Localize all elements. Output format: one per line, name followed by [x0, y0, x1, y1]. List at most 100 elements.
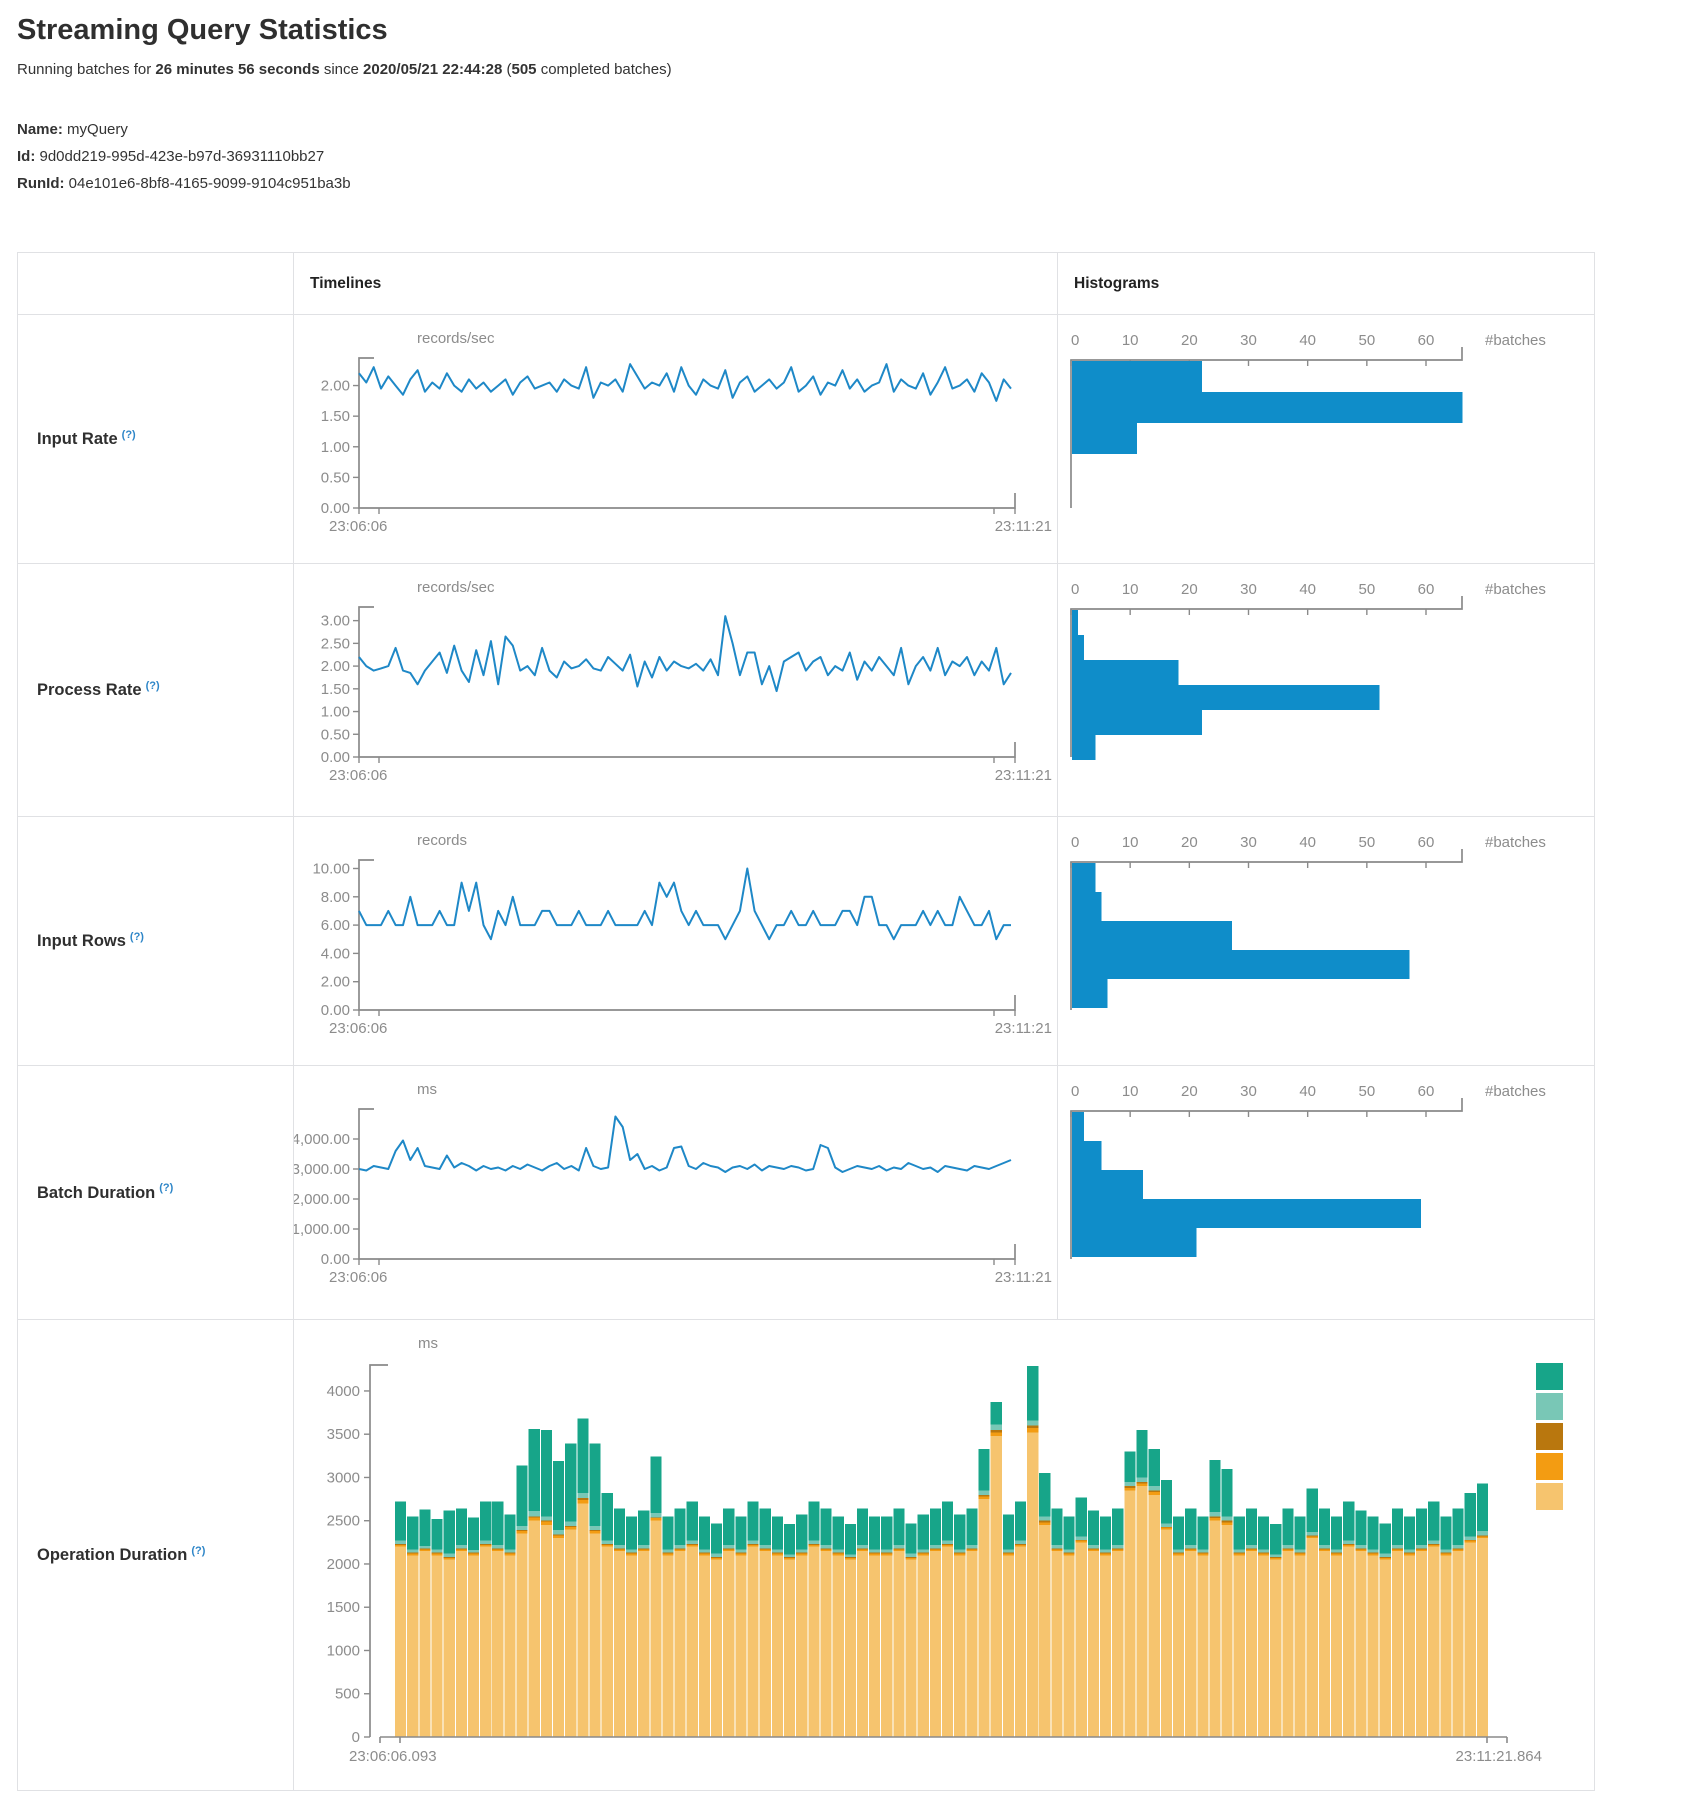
stacked-bar-segment — [1209, 1518, 1221, 1521]
stacked-bar-segment — [1270, 1557, 1282, 1560]
legend-swatch-orange — [1536, 1453, 1563, 1480]
stacked-bar-segment — [1306, 1536, 1318, 1539]
help-icon-input-rows[interactable]: (?) — [129, 930, 144, 943]
svg-text:1.00: 1.00 — [321, 704, 350, 721]
stacked-bar-segment — [1185, 1508, 1197, 1545]
stacked-bar-segment — [407, 1552, 419, 1554]
stacked-bar-segment — [1027, 1425, 1039, 1429]
completed-batches-count: 505 — [511, 61, 537, 78]
stacked-bar-segment — [796, 1552, 808, 1554]
help-icon-process-rate[interactable]: (?) — [145, 679, 160, 692]
stacked-bar-segment — [1124, 1487, 1136, 1491]
stacked-bar-segment — [771, 1555, 783, 1737]
stacked-bar-segment — [978, 1490, 990, 1495]
stacked-bar-segment — [917, 1553, 929, 1556]
stacked-bar-segment — [674, 1508, 686, 1545]
stacked-bar-segment — [1014, 1501, 1027, 1541]
histogram-bar — [1072, 1199, 1422, 1228]
stacked-bar-segment — [1343, 1544, 1355, 1545]
stacked-bar-segment — [844, 1559, 856, 1737]
stacked-bar-segment — [759, 1549, 771, 1551]
stacked-bar-segment — [881, 1555, 893, 1737]
paren-open: ( — [502, 61, 512, 78]
stacked-bar-segment — [820, 1551, 832, 1737]
query-meta: Name: myQuery Id: 9d0dd219-995d-423e-b97… — [17, 116, 1693, 197]
stacked-bar-segment — [1027, 1365, 1039, 1421]
table-row: Process Rate (?) records/sec 3.00 2.50 2.00 1… — [17, 563, 1595, 817]
stacked-bar-segment — [1306, 1531, 1318, 1536]
stacked-bar-segment — [577, 1503, 589, 1737]
stacked-bar-segment — [407, 1553, 419, 1556]
stacked-bar-segment — [1136, 1481, 1148, 1484]
stacked-bar-segment — [1112, 1549, 1124, 1551]
stacked-bar-segment — [686, 1540, 698, 1545]
stacked-bar-segment — [504, 1549, 516, 1553]
stacked-bar-segment — [1233, 1549, 1245, 1553]
stacked-bar-segment — [395, 1544, 407, 1547]
histogram-bar — [1072, 1170, 1143, 1199]
stacked-bar-segment — [735, 1549, 747, 1553]
stacked-bar-segment — [516, 1465, 528, 1526]
stacked-bar-segment — [650, 1518, 662, 1521]
stacked-bar-segment — [796, 1514, 808, 1550]
stacked-bar-segment — [844, 1557, 856, 1558]
stacked-bar-segment — [613, 1549, 625, 1551]
y-unit-label: records — [417, 832, 467, 849]
svg-text:60: 60 — [1418, 581, 1435, 598]
stacked-bar-segment — [674, 1549, 686, 1551]
histogram-bar — [1072, 979, 1108, 1008]
stacked-bar-segment — [1416, 1551, 1428, 1737]
histogram-bar — [1072, 685, 1380, 710]
streaming-statistics-page: Streaming Query Statistics Running batch… — [0, 14, 1693, 1791]
stacked-bar-segment — [1306, 1535, 1318, 1537]
help-icon-batch-duration[interactable]: (?) — [159, 1182, 174, 1195]
stacked-bar-segment — [1233, 1516, 1245, 1550]
stacked-bar-segment — [856, 1548, 869, 1550]
stacked-bar-segment — [589, 1531, 601, 1534]
stacked-bar-segment — [759, 1548, 771, 1550]
stacked-bar-segment — [1172, 1552, 1185, 1554]
stacked-bar-segment — [1391, 1551, 1403, 1737]
stacked-bar-segment — [1051, 1508, 1063, 1545]
svg-text:2500: 2500 — [327, 1513, 360, 1530]
help-icon-input-rate[interactable]: (?) — [121, 428, 136, 441]
stacked-bar-segment — [1027, 1428, 1039, 1433]
stacked-bar-segment — [1294, 1552, 1306, 1554]
stacked-bar-segment — [1391, 1544, 1403, 1549]
stacked-bar-segment — [1221, 1520, 1233, 1523]
stacked-bar-segment — [1221, 1516, 1233, 1521]
stacked-bar-segment — [759, 1508, 771, 1545]
stacked-bar-segment — [1245, 1508, 1258, 1545]
stacked-bar-segment — [662, 1553, 674, 1556]
svg-text:1.50: 1.50 — [321, 681, 350, 698]
stacked-bar-segment — [1258, 1516, 1270, 1550]
stacked-bar-segment — [1428, 1540, 1440, 1545]
stacked-bar-segment — [492, 1549, 504, 1551]
batch-duration-timeline-chart: ms4,000.003,000.002,000.001,000.000.0023… — [294, 1081, 1053, 1286]
stacked-bar-segment — [1002, 1552, 1014, 1554]
help-icon-operation-duration[interactable]: (?) — [191, 1544, 206, 1557]
x-axis-ticks — [358, 1010, 1016, 1016]
stacked-bar-segment — [929, 1544, 941, 1549]
stacked-bar-segment — [407, 1549, 419, 1553]
stacked-bar-segment — [698, 1553, 711, 1556]
stacked-bar-segment — [443, 1510, 455, 1554]
stacked-bar-segment — [905, 1557, 917, 1560]
stacked-bar-segment — [1014, 1540, 1027, 1545]
stacked-bar-segment — [917, 1549, 929, 1553]
stacked-bar-segment — [686, 1544, 698, 1545]
stacked-bar-segment — [1440, 1555, 1452, 1737]
svg-text:0.00: 0.00 — [321, 1251, 350, 1268]
stacked-bar-segment — [966, 1508, 978, 1545]
svg-text:3500: 3500 — [327, 1426, 360, 1443]
stacked-bar-segment — [1185, 1549, 1197, 1551]
stacked-bar-segment — [395, 1544, 407, 1545]
stacked-bar-segment — [455, 1549, 467, 1551]
stacked-bar-segment — [1452, 1551, 1464, 1737]
stacked-bar-segment — [1002, 1553, 1014, 1556]
running-duration: 26 minutes 56 seconds — [155, 61, 320, 78]
stacked-bar-segment — [759, 1544, 771, 1549]
svg-text:40: 40 — [1299, 581, 1316, 598]
svg-text:3,000.00: 3,000.00 — [294, 1161, 350, 1178]
stacked-bar-segment — [698, 1516, 711, 1550]
